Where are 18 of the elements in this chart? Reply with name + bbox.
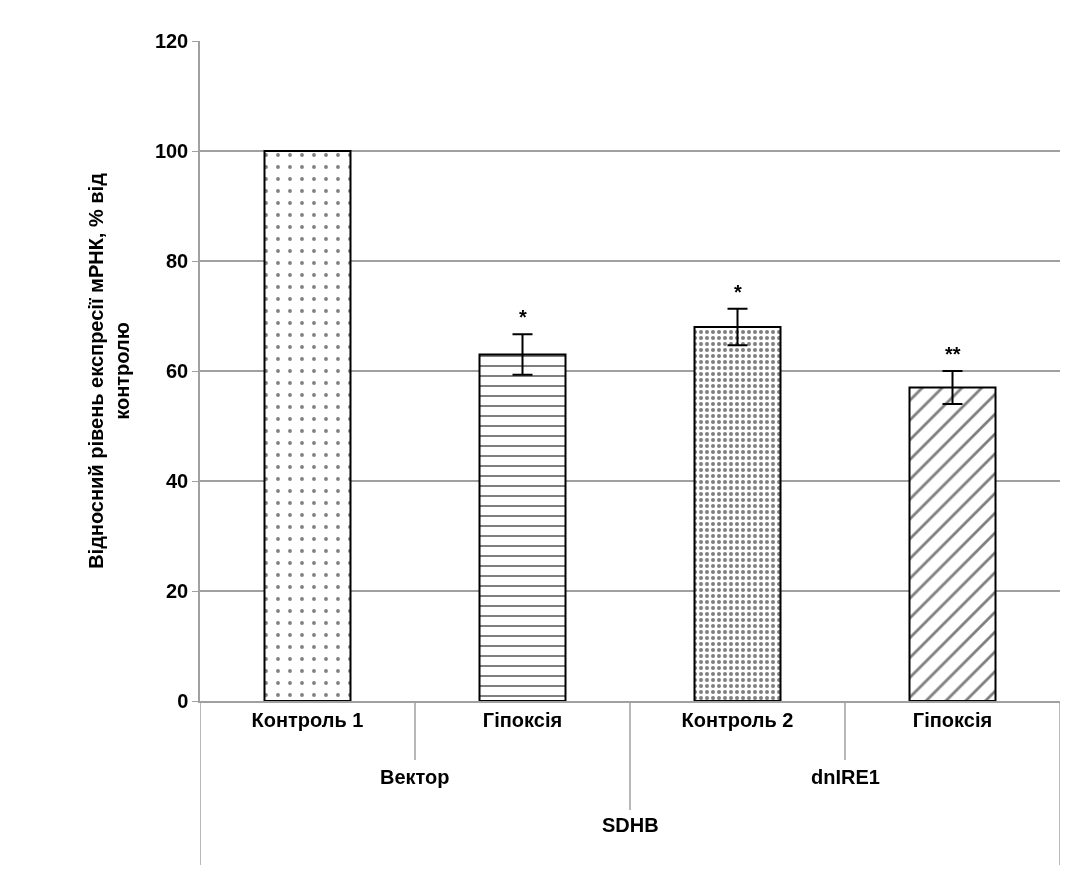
x-tick-label: Контроль 2	[681, 708, 794, 731]
x-tick-label: Гіпоксія	[912, 708, 993, 731]
text: Вектор	[380, 766, 450, 788]
data-label: *	[519, 306, 527, 328]
y-tick-label: 60	[166, 360, 189, 382]
x-tick-label: Гіпоксія	[482, 708, 563, 731]
y-tick-label: 100	[154, 140, 189, 162]
y-tick-label: 80	[166, 250, 189, 272]
data-label: *	[734, 281, 742, 303]
y-tick-label: 120	[154, 30, 189, 52]
y-tick-label: 0	[177, 690, 189, 712]
x-tick-label: Контроль 1	[251, 708, 364, 731]
data-label: **	[945, 343, 961, 365]
text: dnIRE1	[811, 766, 880, 788]
y-tick-label: 20	[166, 580, 189, 602]
y-axis-title: Відносний рівень експресії мРНК, % від контролю	[84, 172, 133, 569]
y-tick-label: 40	[166, 470, 189, 492]
text: SDHB	[602, 814, 659, 836]
